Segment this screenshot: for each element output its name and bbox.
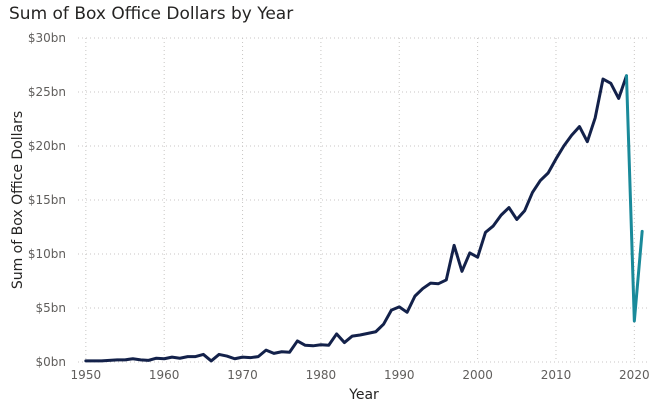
gridlines bbox=[78, 37, 650, 363]
y-tick-label: $10bn bbox=[28, 247, 66, 261]
x-tick-label: 2000 bbox=[462, 368, 493, 382]
y-tick-label: $15bn bbox=[28, 193, 66, 207]
x-tick-label: 1980 bbox=[306, 368, 337, 382]
y-axis-ticks: $0bn $5bn $10bn $15bn $20bn $25bn $30bn bbox=[28, 31, 66, 369]
x-tick-label: 2010 bbox=[541, 368, 572, 382]
y-tick-label: $30bn bbox=[28, 31, 66, 45]
x-tick-label: 1960 bbox=[149, 368, 180, 382]
x-tick-label: 2020 bbox=[619, 368, 650, 382]
series-line-1 bbox=[84, 74, 628, 363]
chart-title: Sum of Box Office Dollars by Year bbox=[9, 4, 294, 24]
x-tick-label: 1970 bbox=[227, 368, 258, 382]
x-axis-ticks: 1950 1960 1970 1980 1990 2000 2010 2020 bbox=[71, 368, 650, 382]
x-tick-label: 1950 bbox=[71, 368, 102, 382]
y-tick-label: $0bn bbox=[36, 355, 67, 369]
y-tick-label: $25bn bbox=[28, 85, 66, 99]
x-axis-title: Year bbox=[348, 387, 379, 403]
y-tick-label: $5bn bbox=[36, 301, 67, 315]
x-tick-label: 1990 bbox=[384, 368, 415, 382]
series-lines bbox=[84, 74, 644, 363]
y-tick-label: $20bn bbox=[28, 139, 66, 153]
series-line-2 bbox=[624, 74, 644, 323]
y-axis-title: Sum of Box Office Dollars bbox=[10, 111, 26, 289]
